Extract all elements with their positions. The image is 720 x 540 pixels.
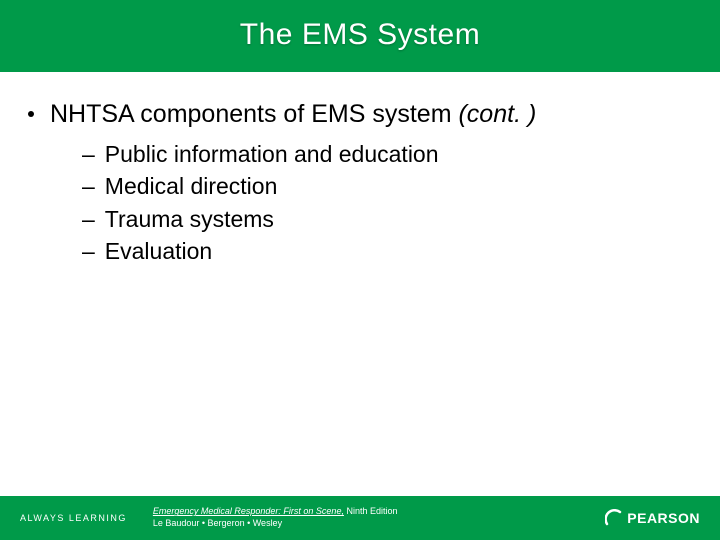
slide-title: The EMS System — [0, 18, 720, 52]
list-item-label: Trauma systems — [105, 204, 274, 234]
list-item-label: Evaluation — [105, 236, 212, 266]
list-item-label: Medical direction — [105, 171, 278, 201]
dash-icon: – — [82, 139, 95, 169]
list-item-label: Public information and education — [105, 139, 439, 169]
footer-citation-line1: Emergency Medical Responder: First on Sc… — [153, 506, 605, 518]
dash-icon: – — [82, 204, 95, 234]
content-area: NHTSA components of EMS system (cont. ) … — [0, 72, 720, 266]
bullet-cont: (cont. ) — [458, 100, 536, 128]
footer-bar: ALWAYS LEARNING Emergency Medical Respon… — [0, 496, 720, 540]
top-bullet: NHTSA components of EMS system (cont. ) — [28, 100, 692, 129]
footer-brand: PEARSON — [605, 509, 720, 527]
footer-tagline: ALWAYS LEARNING — [0, 513, 127, 523]
title-bar: The EMS System — [0, 0, 720, 72]
pearson-logo: PEARSON — [605, 509, 700, 527]
list-item: – Trauma systems — [82, 204, 692, 234]
bullet-line: NHTSA components of EMS system (cont. ) — [50, 100, 536, 129]
slide: The EMS System NHTSA components of EMS s… — [0, 0, 720, 540]
footer-book-title: Emergency Medical Responder: First on Sc… — [153, 506, 344, 516]
bullet-marker-icon — [28, 111, 34, 117]
footer-citation: Emergency Medical Responder: First on Sc… — [127, 506, 605, 529]
pearson-wordmark: PEARSON — [627, 510, 700, 526]
list-item: – Evaluation — [82, 236, 692, 266]
dash-icon: – — [82, 171, 95, 201]
dash-icon: – — [82, 236, 95, 266]
footer-authors: Le Baudour • Bergeron • Wesley — [153, 518, 605, 530]
list-item: – Public information and education — [82, 139, 692, 169]
footer-edition: Ninth Edition — [344, 506, 398, 516]
pearson-arc-icon — [605, 509, 623, 527]
list-item: – Medical direction — [82, 171, 692, 201]
bullet-text: NHTSA components of EMS system — [50, 100, 458, 128]
sub-bullet-list: – Public information and education – Med… — [82, 139, 692, 266]
